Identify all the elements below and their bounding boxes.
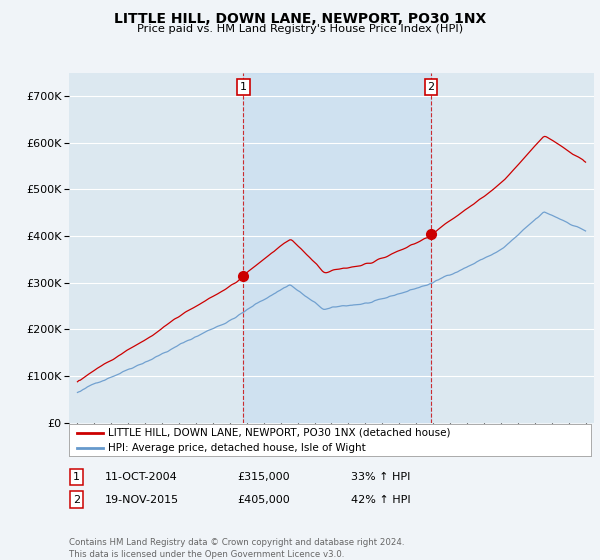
Bar (243, 73, 431, 423)
Text: 33% ↑ HPI: 33% ↑ HPI (351, 472, 410, 482)
Text: 19-NOV-2015: 19-NOV-2015 (105, 494, 179, 505)
Text: 42% ↑ HPI: 42% ↑ HPI (351, 494, 410, 505)
Text: Price paid vs. HM Land Registry's House Price Index (HPI): Price paid vs. HM Land Registry's House … (137, 24, 463, 34)
Text: LITTLE HILL, DOWN LANE, NEWPORT, PO30 1NX (detached house): LITTLE HILL, DOWN LANE, NEWPORT, PO30 1N… (108, 428, 451, 438)
Text: 11-OCT-2004: 11-OCT-2004 (105, 472, 178, 482)
Text: 1: 1 (240, 82, 247, 92)
Text: 2: 2 (428, 82, 434, 92)
Text: LITTLE HILL, DOWN LANE, NEWPORT, PO30 1NX: LITTLE HILL, DOWN LANE, NEWPORT, PO30 1N… (114, 12, 486, 26)
Text: 2: 2 (73, 494, 80, 505)
Text: Contains HM Land Registry data © Crown copyright and database right 2024.
This d: Contains HM Land Registry data © Crown c… (69, 538, 404, 559)
Text: 1: 1 (73, 472, 80, 482)
Text: £315,000: £315,000 (237, 472, 290, 482)
Text: £405,000: £405,000 (237, 494, 290, 505)
Text: HPI: Average price, detached house, Isle of Wight: HPI: Average price, detached house, Isle… (108, 442, 366, 452)
